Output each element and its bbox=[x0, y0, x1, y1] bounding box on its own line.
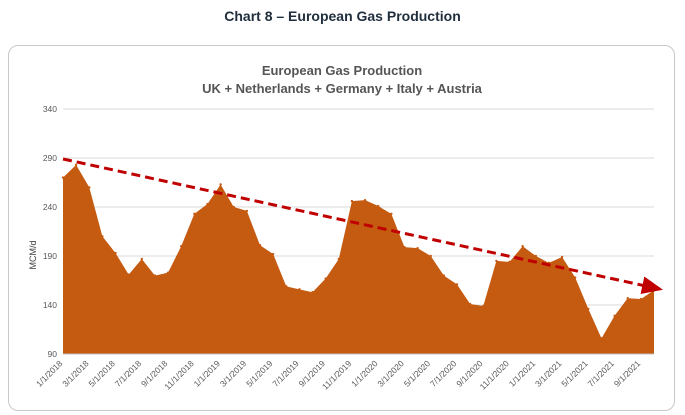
x-tick-label: 7/1/2021 bbox=[586, 358, 617, 389]
data-point bbox=[534, 254, 537, 258]
data-point bbox=[521, 245, 524, 248]
data-point bbox=[482, 304, 485, 308]
data-point bbox=[271, 252, 275, 256]
data-point bbox=[626, 296, 629, 300]
data-point bbox=[363, 198, 367, 202]
x-tick-label: 3/1/2019 bbox=[218, 358, 249, 389]
data-point bbox=[232, 205, 235, 209]
data-point bbox=[114, 251, 117, 255]
data-point bbox=[258, 244, 262, 247]
data-point bbox=[311, 291, 314, 294]
data-point bbox=[337, 257, 340, 261]
chart-svg: European Gas Production UK + Netherlands… bbox=[28, 63, 663, 392]
data-point bbox=[350, 199, 354, 203]
y-tick-240: 240 bbox=[43, 202, 57, 212]
data-point bbox=[206, 202, 209, 206]
data-point bbox=[193, 212, 196, 216]
chart-frame: European Gas Production UK + Netherlands… bbox=[8, 45, 675, 411]
data-point bbox=[574, 276, 577, 279]
x-tick-label: 1/1/2021 bbox=[507, 358, 538, 389]
trendline-layer bbox=[62, 157, 663, 295]
data-point bbox=[219, 183, 222, 186]
data-point bbox=[600, 337, 603, 340]
chart-caption: Chart 8 – European Gas Production bbox=[224, 8, 461, 24]
y-tick-340: 340 bbox=[43, 104, 57, 114]
x-tick-label: 1/1/2020 bbox=[349, 358, 380, 389]
data-point bbox=[416, 246, 419, 250]
area-series bbox=[61, 163, 656, 355]
data-point bbox=[429, 254, 432, 258]
trendline bbox=[62, 157, 663, 295]
data-point bbox=[298, 288, 301, 291]
y-axis-label: MCM/d bbox=[28, 241, 38, 270]
data-point bbox=[587, 307, 590, 311]
y-tick-labels: 90 140 190 240 290 340 bbox=[43, 104, 57, 359]
data-point bbox=[285, 285, 288, 288]
x-tick-label: 5/1/2018 bbox=[86, 358, 117, 389]
data-point bbox=[140, 257, 143, 261]
data-point bbox=[153, 274, 157, 277]
data-point bbox=[101, 235, 104, 238]
data-point bbox=[74, 163, 78, 167]
data-point bbox=[508, 260, 511, 264]
data-point bbox=[377, 204, 380, 208]
data-point bbox=[245, 209, 249, 213]
x-tick-label: 9/1/2021 bbox=[612, 358, 643, 389]
data-point bbox=[403, 245, 406, 249]
x-tick-label: 11/1/2020 bbox=[478, 358, 512, 392]
x-tick-label: 5/1/2020 bbox=[402, 358, 433, 389]
x-tick-label: 7/1/2019 bbox=[270, 358, 301, 389]
data-point bbox=[61, 176, 65, 179]
x-tick-label: 5/1/2019 bbox=[244, 358, 275, 389]
data-point bbox=[613, 314, 616, 317]
data-point bbox=[390, 212, 393, 216]
y-tick-90: 90 bbox=[48, 349, 58, 359]
y-tick-140: 140 bbox=[43, 300, 57, 310]
x-tick-label: 3/1/2021 bbox=[533, 358, 564, 389]
x-tick-label: 7/1/2020 bbox=[428, 358, 459, 389]
x-tick-label: 5/1/2021 bbox=[559, 358, 590, 389]
data-point bbox=[495, 259, 498, 263]
x-tick-label: 7/1/2018 bbox=[113, 358, 144, 389]
chart-subtitle: UK + Netherlands + Germany + Italy + Aus… bbox=[202, 81, 483, 96]
x-tick-labels: 1/1/20183/1/20185/1/20187/1/20189/1/2018… bbox=[34, 358, 643, 392]
data-point bbox=[560, 255, 564, 259]
data-point bbox=[639, 297, 643, 301]
area-fill bbox=[63, 164, 654, 354]
data-point bbox=[468, 302, 472, 306]
x-tick-label: 1/1/2019 bbox=[192, 358, 223, 389]
x-tick-label: 1/1/2018 bbox=[34, 358, 65, 389]
data-point bbox=[324, 277, 327, 280]
data-point bbox=[88, 186, 91, 189]
x-tick-label: 11/1/2019 bbox=[320, 358, 354, 392]
x-tick-label: 3/1/2020 bbox=[375, 358, 406, 389]
y-tick-290: 290 bbox=[43, 153, 57, 163]
data-point bbox=[442, 274, 446, 277]
data-point bbox=[127, 273, 130, 276]
data-point bbox=[166, 271, 170, 274]
data-point bbox=[455, 283, 459, 286]
chart-title: European Gas Production bbox=[262, 63, 422, 78]
x-tick-label: 3/1/2018 bbox=[60, 358, 91, 389]
data-point bbox=[180, 245, 183, 248]
x-tick-label: 11/1/2018 bbox=[162, 358, 196, 392]
y-tick-190: 190 bbox=[43, 251, 57, 261]
